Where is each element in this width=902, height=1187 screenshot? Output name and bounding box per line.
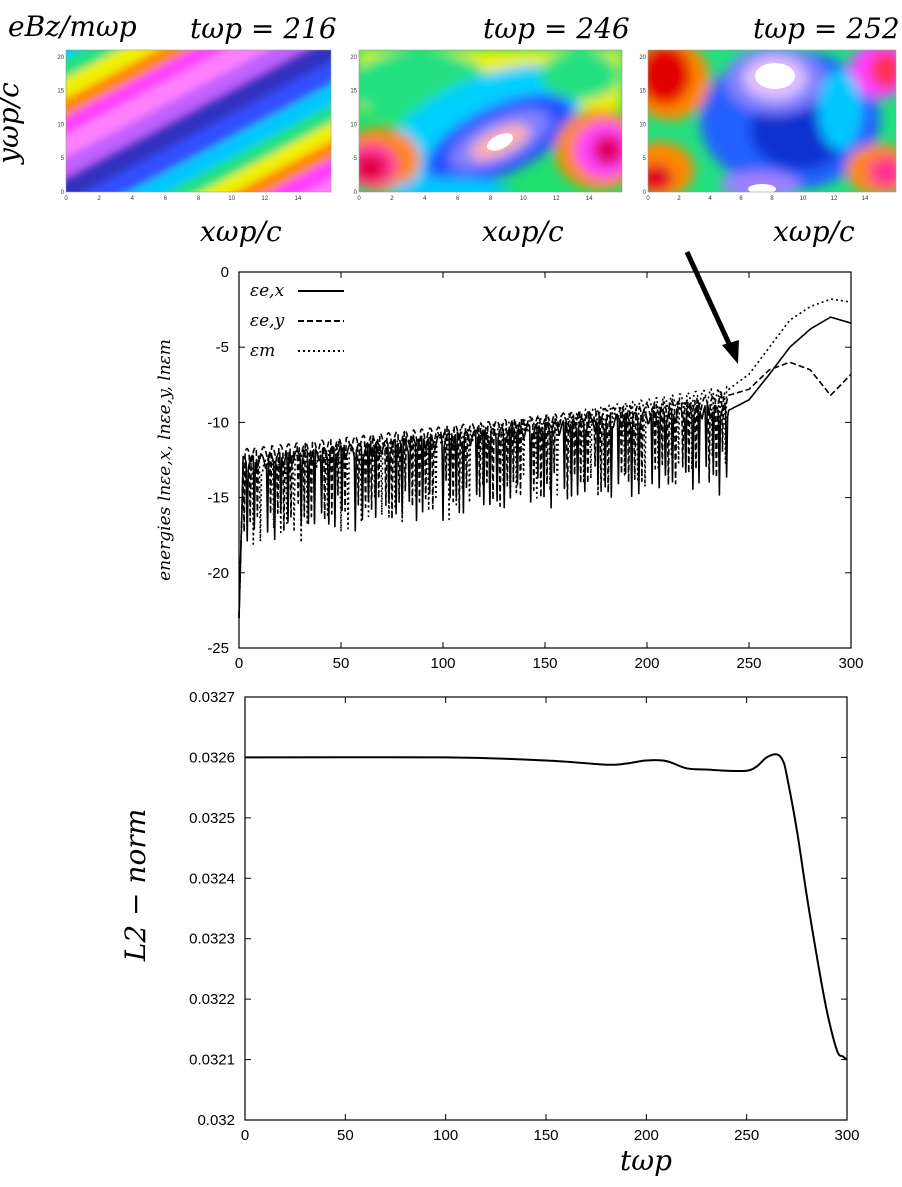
energies-x-tick-label: 100 xyxy=(430,655,455,672)
energies-x-tick-label: 300 xyxy=(838,655,863,672)
l2norm-y-tick-label: 0.0321 xyxy=(189,1052,235,1069)
heatmap-1-x-axis-label: xωp/c xyxy=(200,215,282,248)
heatmap-2-x-tick: 12 xyxy=(553,196,560,202)
heatmap-3-x-tick: 12 xyxy=(831,196,838,202)
heatmap-1-x-tick: 4 xyxy=(131,196,135,202)
energies-x-tick-label: 0 xyxy=(235,655,243,672)
panel-label: eBz/mωp xyxy=(8,10,137,43)
l2norm-x-tick-label: 200 xyxy=(634,1127,659,1144)
energies-y-tick-label: 0 xyxy=(221,264,229,281)
heatmap-3-x-tick: 14 xyxy=(862,196,869,202)
heatmap-2-x-tick: 14 xyxy=(586,196,593,202)
heatmap-1-y-tick: 5 xyxy=(61,156,65,162)
l2norm-ticks: 0 50 100 150 200 250 300 0.0327 0.0326 0.0325 0.03… xyxy=(189,689,859,1144)
l2norm-y-tick-label: 0.0322 xyxy=(189,991,235,1008)
energies-series-2-line xyxy=(238,361,852,618)
l2norm-chart: 0 50 100 150 200 250 300 0.0327 0.0326 0.0325 0.03… xyxy=(119,689,860,1177)
heatmap-1-y-tick: 0 xyxy=(61,190,65,196)
l2norm-y-tick-label: 0.032 xyxy=(197,1112,235,1129)
l2norm-y-tick-label: 0.0326 xyxy=(189,749,235,766)
heatmap-2: tωp = 246 xyxy=(358,12,630,193)
energies-series-3-line xyxy=(238,298,852,618)
l2norm-series-1-line xyxy=(244,753,848,1061)
heatmap-2-y-tick: 0 xyxy=(354,190,358,196)
energies-x-tick-label: 50 xyxy=(333,655,350,672)
heatmap-1-x-tick: 0 xyxy=(64,196,68,202)
heatmap-3-x-tick: 4 xyxy=(708,196,712,202)
l2norm-x-tick-label: 150 xyxy=(533,1127,558,1144)
heatmap-3-x-tick: 10 xyxy=(800,196,807,202)
legend-label-em: εm xyxy=(250,341,275,361)
heatmap-2-x-tick: 10 xyxy=(520,196,527,202)
heatmap-2-x-tick: 6 xyxy=(456,196,460,202)
heatmap-3-x-axis-label: xωp/c xyxy=(773,215,855,248)
energies-y-tick-label: -10 xyxy=(207,414,229,431)
heatmap-1: tωp = 216 xyxy=(65,12,337,193)
energies-series xyxy=(238,298,852,618)
heatmap-1-y-tick: 10 xyxy=(57,122,64,128)
heatmap-3-time-label: tωp = 252 xyxy=(753,12,900,45)
heatmap-1-x-tick: 12 xyxy=(261,196,268,202)
legend-label-ey: εe,y xyxy=(250,311,285,331)
energies-y-tick-label: -25 xyxy=(207,640,229,657)
heatmap-3-y-tick: 15 xyxy=(639,89,646,95)
l2norm-y-tick-label: 0.0324 xyxy=(189,870,235,887)
l2norm-x-tick-label: 300 xyxy=(834,1127,859,1144)
heatmap-3-x-tick: 2 xyxy=(677,196,681,202)
heatmap-1-time-label: tωp = 216 xyxy=(190,12,337,45)
heatmap-3-y-tick: 5 xyxy=(643,156,647,162)
annotation-arrow xyxy=(684,250,739,364)
l2norm-y-tick-label: 0.0325 xyxy=(189,810,235,827)
l2norm-x-tick-label: 50 xyxy=(337,1127,354,1144)
heatmap-2-y-tick: 5 xyxy=(354,156,358,162)
heatmap-3-x-tick: 0 xyxy=(646,196,650,202)
energies-chart: 0 50 100 150 200 250 300 0 -5 -10 -15 -20 -25 energi… xyxy=(155,264,864,672)
heatmap-2-x-tick: 2 xyxy=(390,196,394,202)
energies-x-tick-label: 150 xyxy=(532,655,557,672)
l2norm-y-tick-label: 0.0327 xyxy=(189,689,235,706)
heatmap-2-y-tick: 20 xyxy=(350,55,357,61)
heatmap-1-x-tick: 10 xyxy=(228,196,235,202)
heatmap-3-x-tick: 8 xyxy=(770,196,774,202)
heatmap-2-x-tick: 8 xyxy=(489,196,493,202)
heatmap-2-y-tick: 10 xyxy=(350,122,357,128)
l2norm-x-axis-label: tωp xyxy=(620,1144,672,1177)
heatmap-1-x-tick: 8 xyxy=(197,196,201,202)
energies-legend: εe,x εe,y εm xyxy=(250,281,344,361)
heatmap-2-y-tick: 15 xyxy=(350,89,357,95)
energies-x-tick-label: 250 xyxy=(736,655,761,672)
heatmap-1-x-tick: 2 xyxy=(97,196,101,202)
energies-y-tick-label: -15 xyxy=(207,490,229,507)
l2norm-x-tick-label: 0 xyxy=(241,1127,249,1144)
l2norm-y-axis-label: L2 − norm xyxy=(119,809,152,963)
heatmap-1-y-tick: 15 xyxy=(57,89,64,95)
l2norm-x-tick-label: 100 xyxy=(433,1127,458,1144)
heatmap-1-y-tick: 20 xyxy=(57,55,64,61)
heatmap-3-y-tick: 10 xyxy=(639,122,646,128)
legend-label-ex: εe,x xyxy=(250,281,285,301)
heatmap-3: tωp = 252 xyxy=(647,12,900,193)
energies-x-tick-label: 200 xyxy=(634,655,659,672)
l2norm-x-tick-label: 250 xyxy=(734,1127,759,1144)
heatmap-1-x-tick: 6 xyxy=(164,196,168,202)
heatmap-3-y-tick: 20 xyxy=(639,55,646,61)
heatmap-3-y-tick: 0 xyxy=(643,190,647,196)
heatmap-2-time-label: tωp = 246 xyxy=(483,12,630,45)
l2norm-y-tick-label: 0.0323 xyxy=(189,931,235,948)
heatmap-2-x-axis-label: xωp/c xyxy=(482,215,564,248)
heatmap-1-x-tick: 14 xyxy=(295,196,302,202)
energies-series-1-line xyxy=(238,316,852,618)
l2norm-series xyxy=(244,753,848,1061)
heatmap-3-x-tick: 6 xyxy=(739,196,743,202)
heatmap-y-axis-label: yωp/c xyxy=(0,82,25,166)
heatmap-2-x-tick: 0 xyxy=(357,196,361,202)
energies-y-axis-label: energies lnεe,x, lnεe,y, lnεm xyxy=(155,339,175,581)
energies-ticks: 0 50 100 150 200 250 300 0 -5 -10 -15 -20 -25 xyxy=(207,264,863,672)
energies-y-tick-label: -5 xyxy=(216,339,229,356)
heatmap-2-x-tick: 4 xyxy=(423,196,427,202)
energies-y-tick-label: -20 xyxy=(207,565,229,582)
